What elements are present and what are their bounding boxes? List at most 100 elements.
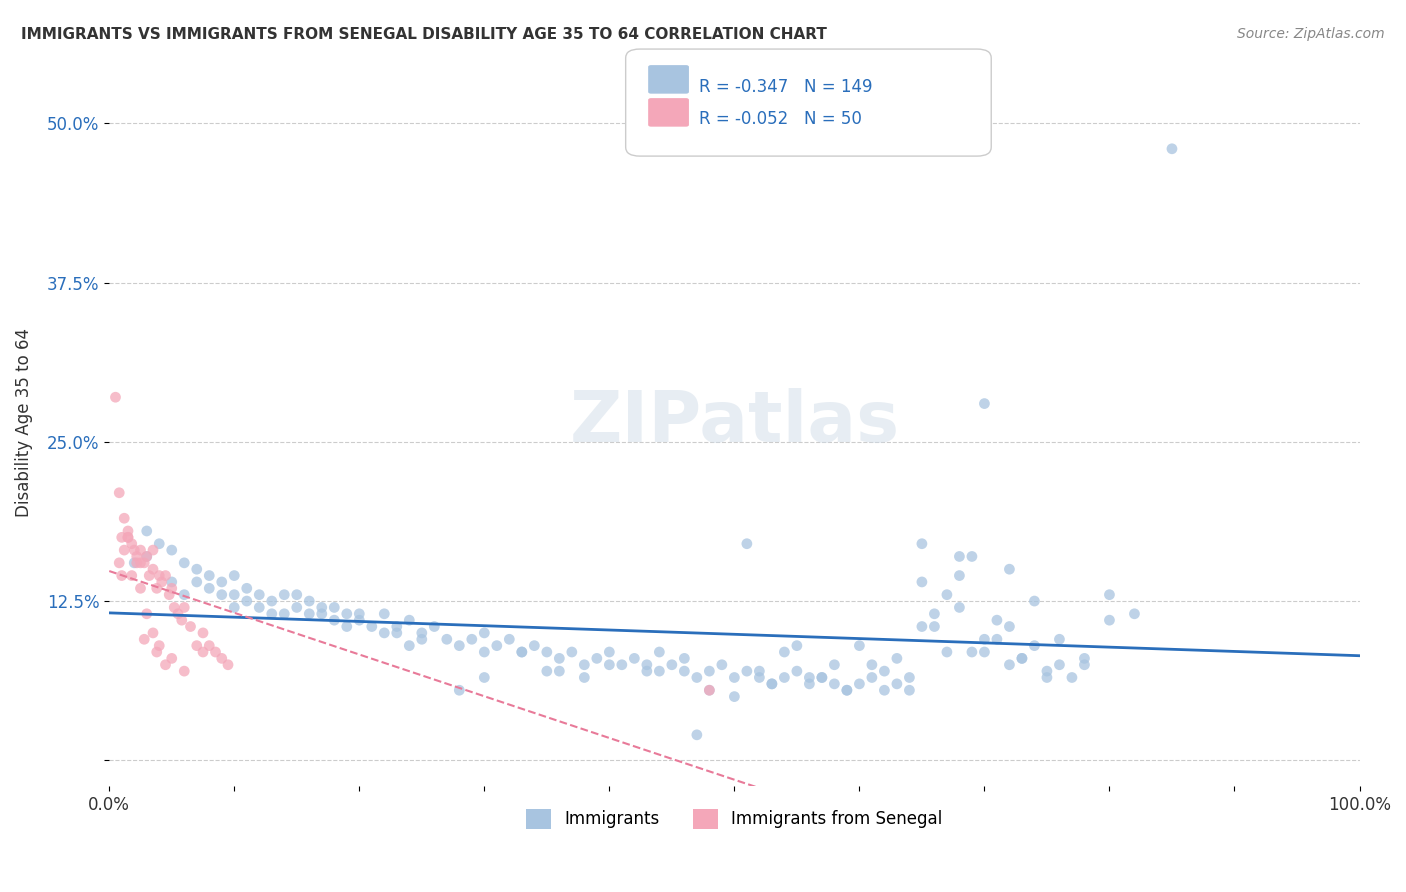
Point (723, 671, 745, 685)
Point (160, 574, 183, 589)
Point (472, 626, 495, 640)
Point (155, 568, 177, 582)
Point (167, 607, 190, 621)
Point (135, 524, 157, 538)
Point (349, 613, 371, 627)
Point (686, 728, 709, 742)
Point (186, 574, 208, 589)
Point (1049, 632, 1071, 647)
Point (960, 645, 983, 659)
Point (311, 600, 333, 615)
Point (598, 657, 620, 672)
Point (648, 664, 671, 678)
Point (117, 530, 139, 544)
Point (860, 657, 883, 672)
Text: R = -0.347   N = 149: R = -0.347 N = 149 (699, 78, 872, 95)
Point (986, 613, 1008, 627)
Point (373, 626, 395, 640)
Point (198, 639, 221, 653)
Point (710, 657, 733, 672)
Point (1073, 651, 1095, 665)
Point (135, 549, 157, 564)
Point (122, 556, 145, 570)
Point (911, 574, 934, 589)
Point (148, 537, 170, 551)
Point (224, 588, 246, 602)
Point (761, 677, 783, 691)
Text: ZIPatlas: ZIPatlas (569, 388, 900, 458)
Point (224, 600, 246, 615)
Text: R = -0.052   N = 50: R = -0.052 N = 50 (699, 110, 862, 128)
Point (699, 683, 721, 698)
Point (924, 607, 946, 621)
Point (150, 574, 173, 589)
Point (336, 619, 359, 633)
Point (574, 671, 596, 685)
Point (523, 639, 546, 653)
Point (170, 613, 193, 627)
Point (260, 594, 283, 608)
Point (323, 613, 346, 627)
Point (173, 664, 195, 678)
Point (398, 613, 420, 627)
Point (973, 632, 995, 647)
Point (536, 664, 558, 678)
Legend: Immigrants, Immigrants from Senegal: Immigrants, Immigrants from Senegal (519, 802, 949, 836)
Point (211, 574, 233, 589)
Point (786, 664, 808, 678)
Point (323, 600, 346, 615)
Point (436, 632, 458, 647)
Point (117, 530, 139, 544)
Point (648, 645, 671, 659)
Point (510, 645, 533, 659)
Point (173, 588, 195, 602)
Point (349, 607, 371, 621)
Point (129, 543, 152, 558)
Point (186, 562, 208, 576)
Point (211, 651, 233, 665)
Point (217, 657, 239, 672)
Point (898, 683, 921, 698)
Point (735, 664, 758, 678)
Point (122, 543, 145, 558)
Point (160, 582, 183, 596)
Point (236, 594, 259, 608)
Point (485, 639, 508, 653)
Text: IMMIGRANTS VS IMMIGRANTS FROM SENEGAL DISABILITY AGE 35 TO 64 CORRELATION CHART: IMMIGRANTS VS IMMIGRANTS FROM SENEGAL DI… (21, 27, 827, 42)
Point (986, 632, 1008, 647)
Point (960, 549, 983, 564)
Point (155, 657, 177, 672)
Point (1036, 664, 1059, 678)
Point (360, 619, 382, 633)
Point (138, 568, 160, 582)
Point (835, 683, 858, 698)
Point (610, 657, 633, 672)
Point (835, 683, 858, 698)
Point (148, 568, 170, 582)
Point (561, 645, 583, 659)
Point (761, 677, 783, 691)
Point (1060, 671, 1083, 685)
Point (411, 626, 433, 640)
Point (686, 671, 709, 685)
Point (924, 619, 946, 633)
Point (121, 568, 143, 582)
Point (1123, 607, 1146, 621)
Point (911, 537, 934, 551)
Point (461, 632, 484, 647)
Point (811, 671, 834, 685)
Point (449, 639, 471, 653)
Point (472, 671, 495, 685)
Point (935, 588, 957, 602)
Point (823, 677, 845, 691)
Point (211, 588, 233, 602)
Point (673, 664, 696, 678)
Point (198, 568, 221, 582)
Point (548, 664, 571, 678)
Point (142, 626, 165, 640)
Point (398, 639, 420, 653)
Point (1098, 613, 1121, 627)
Point (748, 671, 770, 685)
Point (160, 651, 183, 665)
Point (385, 626, 408, 640)
